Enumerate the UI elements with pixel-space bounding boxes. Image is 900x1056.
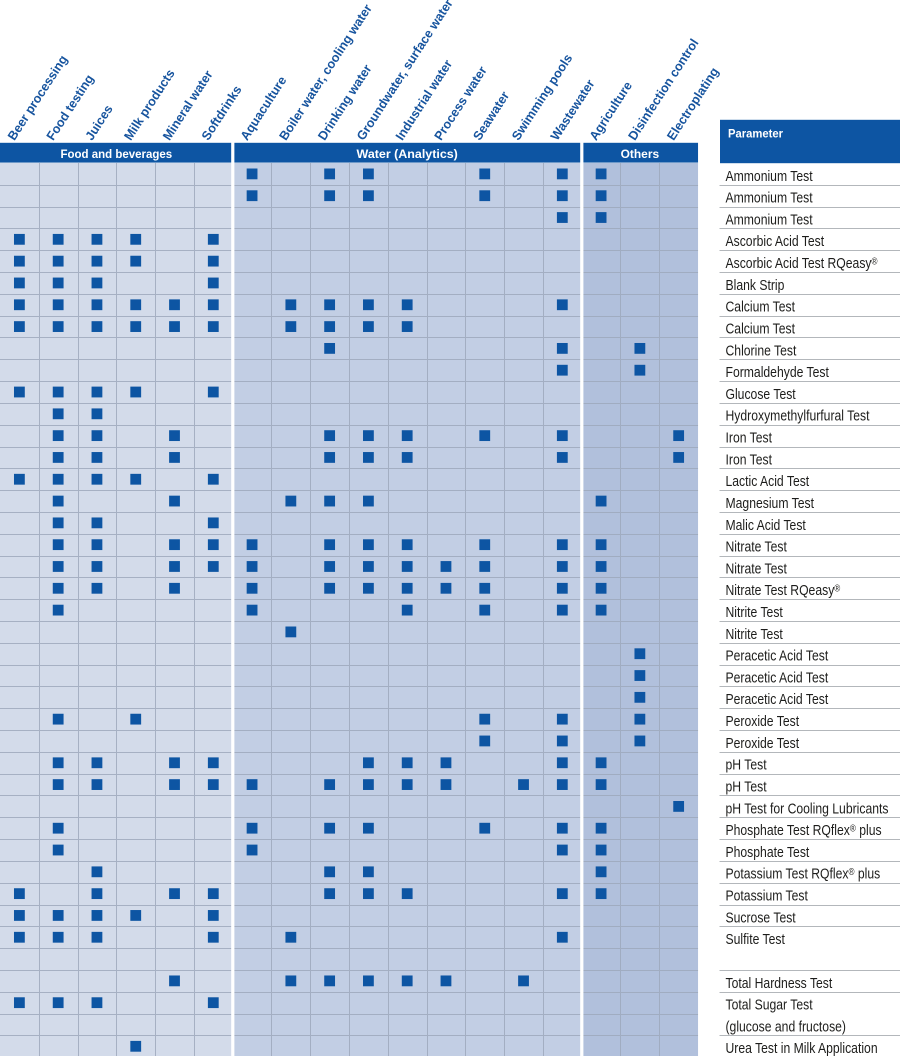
svg-text:Ammonium Test: Ammonium Test [726, 190, 814, 207]
svg-text:Total Hardness Test: Total Hardness Test [726, 975, 833, 992]
svg-text:Peracetic Acid Test: Peracetic Acid Test [726, 669, 829, 686]
svg-text:Formaldehyde Test: Formaldehyde Test [726, 364, 830, 381]
svg-text:Phosphate Test: Phosphate Test [726, 844, 810, 861]
svg-text:Phosphate Test RQflex® plus: Phosphate Test RQflex® plus [726, 822, 882, 839]
svg-text:pH Test: pH Test [726, 757, 768, 774]
svg-text:(glucose and fructose): (glucose and fructose) [726, 1018, 847, 1035]
svg-text:Malic Acid Test: Malic Acid Test [726, 517, 807, 534]
svg-text:Peroxide Test: Peroxide Test [726, 713, 800, 730]
svg-text:Sulfite Test: Sulfite Test [726, 931, 786, 948]
svg-text:Ammonium Test: Ammonium Test [726, 168, 814, 185]
svg-text:Hydroxymethylfurfural Test: Hydroxymethylfurfural Test [726, 408, 871, 425]
svg-text:Potassium Test RQflex® plus: Potassium Test RQflex® plus [726, 866, 881, 883]
svg-text:Water (Analytics): Water (Analytics) [357, 147, 458, 161]
svg-text:Sucrose Test: Sucrose Test [726, 909, 797, 926]
svg-text:Peracetic Acid Test: Peracetic Acid Test [726, 691, 829, 708]
svg-text:Total Sugar Test: Total Sugar Test [726, 997, 814, 1014]
svg-text:Nitrate Test: Nitrate Test [726, 560, 788, 577]
svg-text:Potassium Test: Potassium Test [726, 888, 809, 905]
svg-text:Ammonium Test: Ammonium Test [726, 211, 814, 228]
svg-text:Chlorine Test: Chlorine Test [726, 342, 798, 359]
svg-text:Parameter: Parameter [728, 127, 783, 141]
svg-text:Nitrite Test: Nitrite Test [726, 604, 784, 621]
svg-text:Calcium Test: Calcium Test [726, 299, 796, 316]
svg-text:pH Test: pH Test [726, 778, 768, 795]
svg-text:Nitrite Test: Nitrite Test [726, 626, 784, 643]
svg-text:Iron Test: Iron Test [726, 451, 773, 468]
svg-text:pH Test for Cooling Lubricants: pH Test for Cooling Lubricants [726, 800, 889, 817]
svg-text:Lactic Acid Test: Lactic Acid Test [726, 473, 810, 490]
svg-text:Ascorbic Acid Test RQeasy®: Ascorbic Acid Test RQeasy® [726, 255, 879, 272]
svg-text:Urea Test in Milk Application: Urea Test in Milk Application [726, 1040, 878, 1056]
svg-text:Food and beverages: Food and beverages [60, 147, 172, 161]
svg-text:Ascorbic Acid Test: Ascorbic Acid Test [726, 233, 825, 250]
svg-text:Nitrate Test: Nitrate Test [726, 539, 788, 556]
svg-text:Calcium Test: Calcium Test [726, 320, 796, 337]
svg-text:Peroxide Test: Peroxide Test [726, 735, 800, 752]
svg-text:Blank Strip: Blank Strip [726, 277, 785, 294]
svg-text:Glucose Test: Glucose Test [726, 386, 797, 403]
svg-text:Iron Test: Iron Test [726, 430, 773, 447]
svg-text:Magnesium Test: Magnesium Test [726, 495, 815, 512]
svg-text:Nitrate Test RQeasy®: Nitrate Test RQeasy® [726, 582, 841, 599]
svg-text:Others: Others [621, 147, 660, 161]
svg-text:Peracetic Acid Test: Peracetic Acid Test [726, 648, 829, 665]
